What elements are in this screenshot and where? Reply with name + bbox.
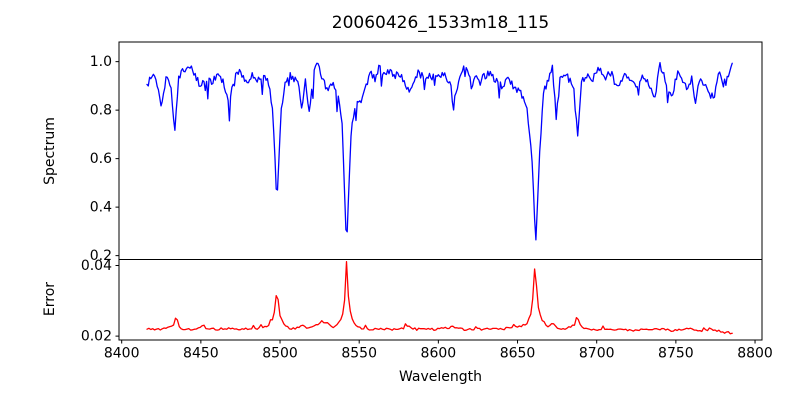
x-axis-label: Wavelength	[398, 369, 483, 385]
error-line	[146, 261, 733, 335]
error-axes-frame	[118, 259, 763, 341]
y-tick-label: 0.6	[90, 151, 112, 167]
y-tick-label: 0.02	[81, 329, 112, 345]
x-tick-label: 8750	[658, 346, 694, 362]
y-tick-label: 0.04	[81, 258, 112, 274]
x-tick-label: 8700	[579, 346, 615, 362]
x-tick-label: 8500	[262, 346, 298, 362]
spectrum-axes-frame	[118, 41, 763, 260]
x-tick-label: 8550	[341, 346, 377, 362]
chart-title: 20060426_1533m18_115	[331, 13, 550, 33]
y-tick-label: 0.4	[90, 200, 112, 216]
y-tick-label: 0.2	[90, 248, 112, 264]
x-tick-label: 8400	[104, 346, 140, 362]
x-tick-label: 8450	[183, 346, 219, 362]
y-tick-label: 0.8	[90, 103, 112, 119]
y-tick-label: 1.0	[90, 54, 112, 70]
x-tick-label: 8650	[500, 346, 536, 362]
spectrum-line	[146, 61, 733, 241]
x-tick-label: 8600	[421, 346, 457, 362]
x-tick-label: 8800	[737, 346, 773, 362]
